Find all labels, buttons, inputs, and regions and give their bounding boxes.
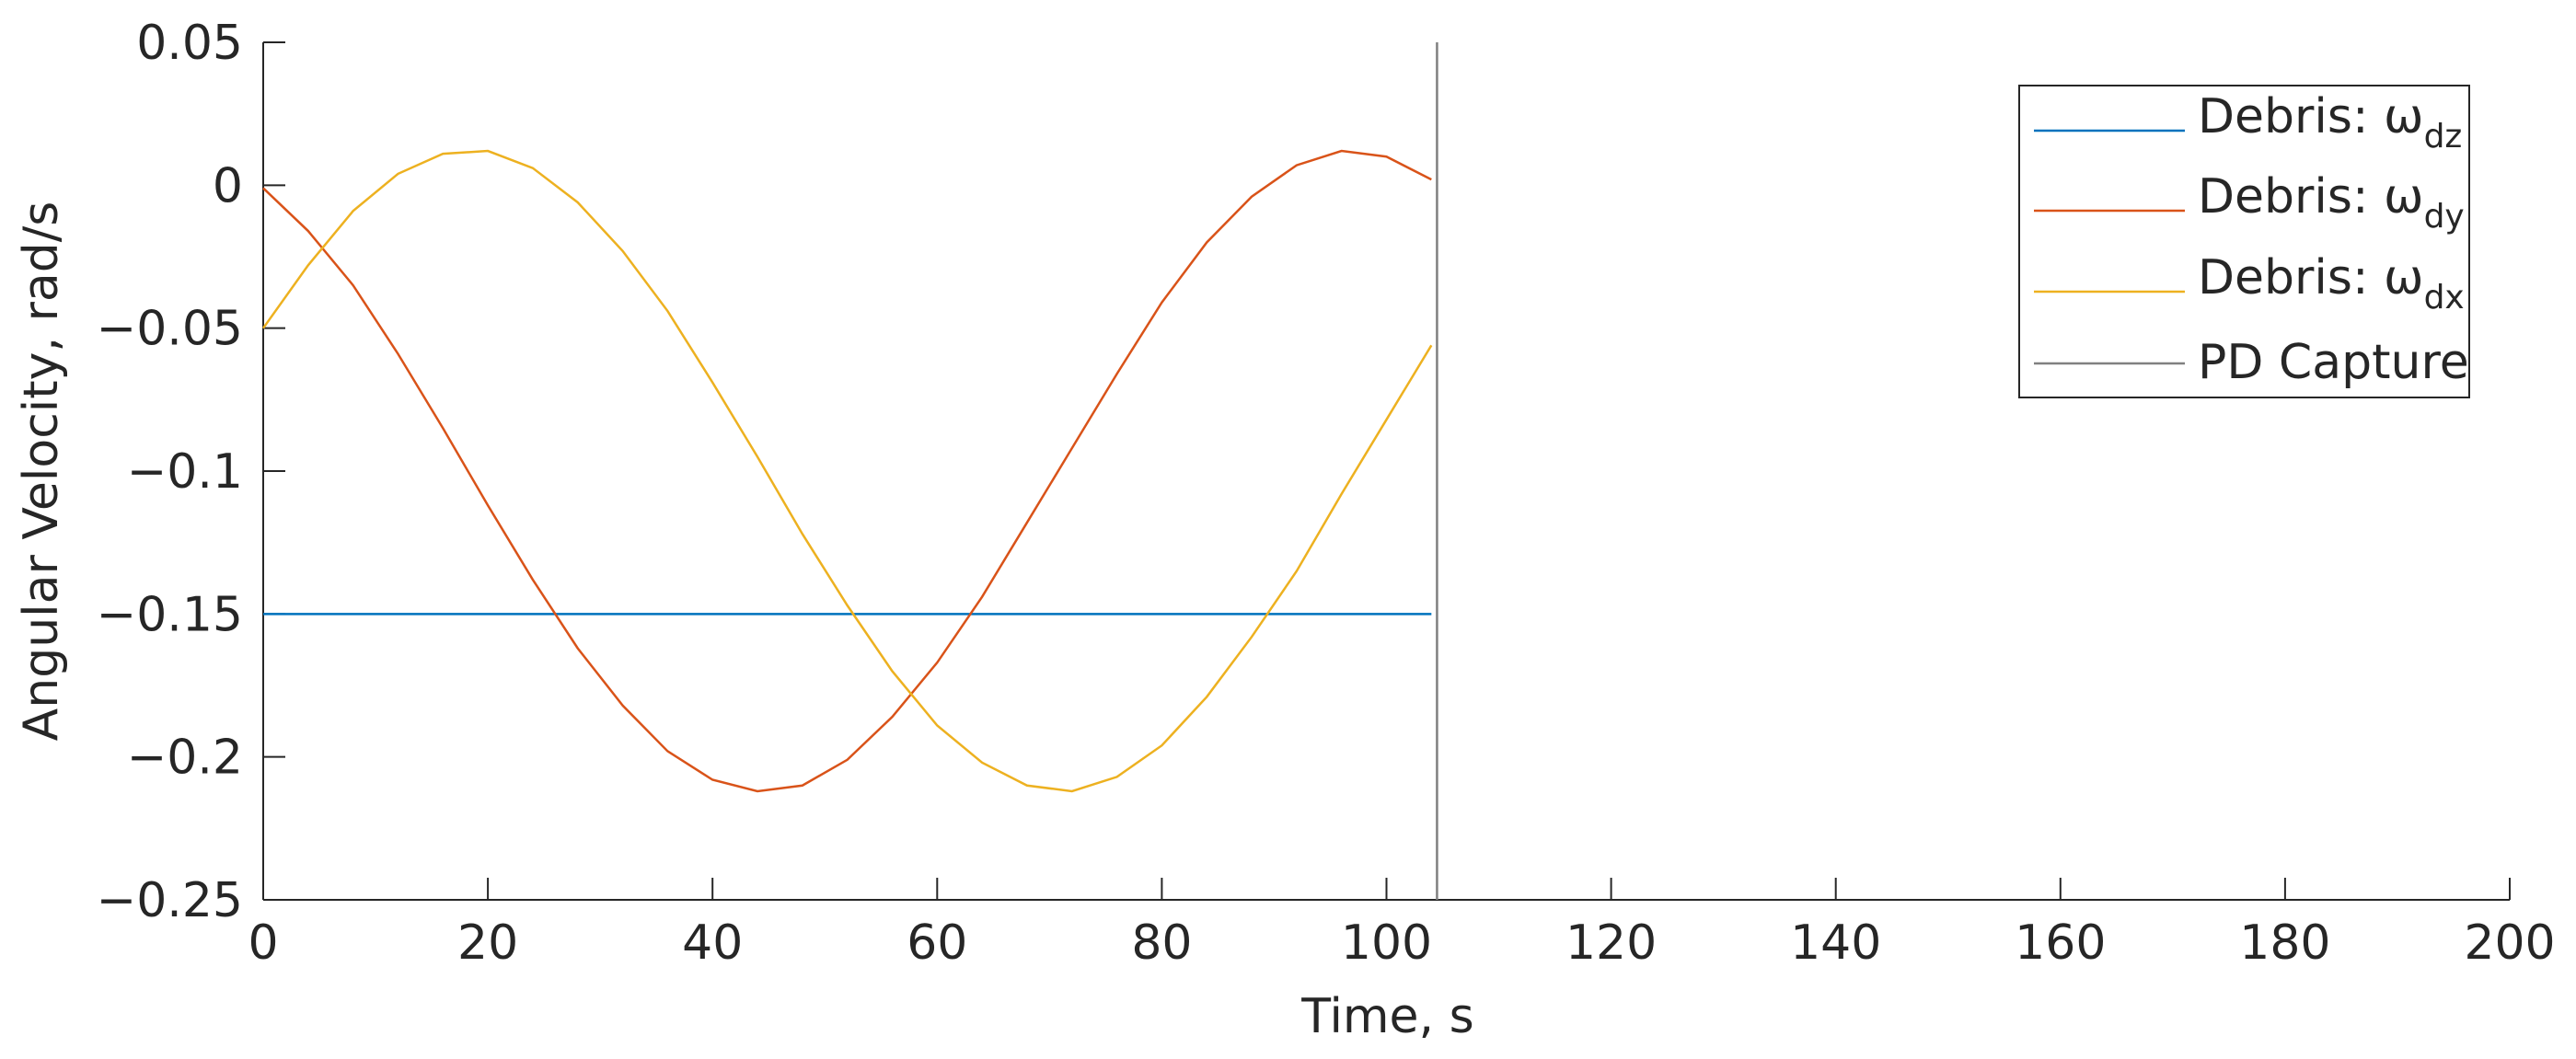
y-tick-label: 0 <box>213 158 243 213</box>
x-tick-label: 100 <box>1341 915 1432 971</box>
x-tick-label: 0 <box>248 915 278 971</box>
legend-name: Debris: ω <box>2198 250 2424 305</box>
y-axis-label: Angular Velocity, rad/s <box>14 201 69 742</box>
x-tick-label: 180 <box>2239 915 2330 971</box>
legend-name: Debris: ω <box>2198 169 2424 224</box>
x-tick-label: 80 <box>1131 915 1192 971</box>
x-axis-label: Time, s <box>1300 989 1473 1044</box>
x-tick-label: 40 <box>682 915 743 971</box>
x-tick-label: 200 <box>2464 915 2555 971</box>
legend-box <box>2018 85 2470 398</box>
x-tick-label: 140 <box>1790 915 1881 971</box>
series-line <box>262 149 1432 793</box>
y-tick-label: −0.1 <box>127 444 243 500</box>
y-tick-label: −0.05 <box>97 302 243 357</box>
x-tick-label: 120 <box>1565 915 1657 971</box>
legend-label: Debris: ωdx <box>2198 250 2465 317</box>
y-tick-label: −0.15 <box>97 587 243 642</box>
y-tick-label: −0.25 <box>97 873 243 928</box>
legend-label: Debris: ωdy <box>2198 169 2465 236</box>
legend-label: Debris: ωdz <box>2198 89 2462 155</box>
legend-name: Debris: ω <box>2198 89 2424 144</box>
x-tick-label: 160 <box>2015 915 2106 971</box>
legend-subscript: dx <box>2424 279 2465 317</box>
legend-subscript: dz <box>2424 118 2463 155</box>
legend-label: PD Capture <box>2198 335 2469 390</box>
y-tick-label: 0.05 <box>136 16 243 71</box>
x-tick-label: 60 <box>907 915 967 971</box>
legend-subscript: dy <box>2424 198 2465 236</box>
x-tick-label: 20 <box>457 915 518 971</box>
series-line <box>261 149 1433 793</box>
y-tick-label: −0.2 <box>127 731 243 786</box>
